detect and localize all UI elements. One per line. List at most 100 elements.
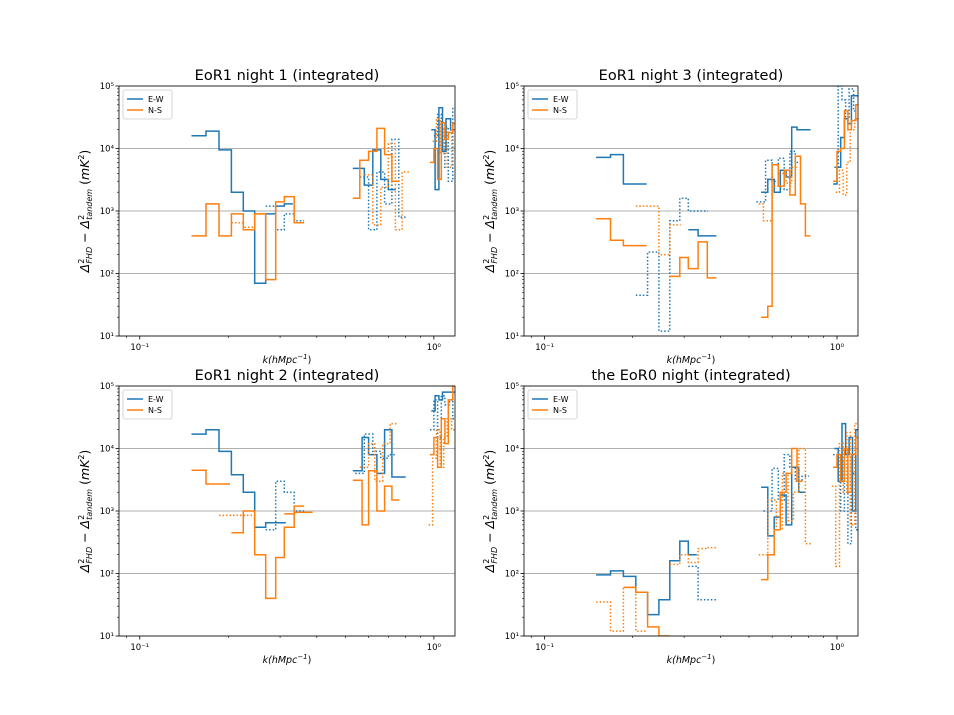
axes-frame	[523, 385, 859, 637]
series-ns-solid	[430, 121, 455, 181]
y-tick-label: 10⁵	[100, 382, 114, 392]
y-tick-label: 10⁵	[505, 382, 519, 392]
legend-label: N-S	[553, 406, 567, 415]
y-tick-label: 10⁴	[505, 145, 520, 155]
y-tick-label: 10¹	[505, 332, 519, 342]
y-tick-label: 10⁵	[505, 82, 519, 92]
x-tick-label: 10⁻¹	[535, 343, 554, 353]
series-ns-dotted	[364, 142, 409, 231]
series-ew-dotted	[834, 86, 858, 169]
legend-label: N-S	[148, 406, 162, 415]
legend-label: E-W	[148, 395, 164, 404]
series-ns-solid	[231, 505, 305, 600]
legend-box	[122, 389, 173, 420]
series-group	[191, 386, 455, 600]
legend-label: N-S	[148, 106, 162, 115]
series-ew-solid	[352, 428, 406, 478]
y-tick-label: 10²	[505, 270, 519, 280]
y-tick-label: 10⁵	[100, 82, 114, 92]
panel-title: EoR1 night 1 (integrated)	[195, 68, 380, 84]
axes-frame	[523, 85, 859, 337]
legend-label: E-W	[148, 95, 164, 104]
x-tick-label: 10⁰	[427, 643, 442, 653]
series-ew-solid	[191, 130, 293, 284]
series-ns-dotted	[432, 117, 455, 169]
x-tick-label: 10⁰	[427, 343, 442, 353]
y-tick-label: 10³	[100, 207, 114, 217]
x-axis-label: k(hMpc−1)	[263, 353, 312, 366]
legend: E-W N-S	[527, 389, 578, 420]
y-tick-label: 10¹	[100, 332, 114, 342]
panel-2: 10¹ 10² 10³ 10⁴ 10⁵ 10⁻¹ 10⁰ EoR1 night 3 (inte…	[482, 68, 859, 366]
y-tick-label: 10¹	[100, 632, 114, 642]
series-ew-dotted	[355, 433, 396, 475]
axes-frame	[118, 85, 456, 337]
series-ns-solid	[761, 447, 803, 581]
panel-title: the EoR0 night (integrated)	[591, 368, 790, 384]
y-tick-label: 10³	[100, 507, 114, 517]
series-ew-dotted	[430, 394, 455, 439]
series-ew-solid	[761, 466, 806, 537]
legend: E-W N-S	[122, 89, 173, 120]
series-ew-solid	[191, 428, 286, 528]
panel-title: EoR1 night 3 (integrated)	[599, 68, 784, 84]
y-axis-label: Δ2FHD − Δ2tandem (mK2)	[482, 150, 499, 274]
y-tick-label: 10²	[100, 570, 114, 580]
y-tick-label: 10⁴	[100, 445, 115, 455]
x-axis-label: k(hMpc−1)	[667, 353, 716, 366]
legend-label: N-S	[553, 106, 567, 115]
series-ns-solid	[596, 218, 647, 247]
x-tick-label: 10⁰	[830, 343, 845, 353]
y-tick-label: 10³	[505, 207, 519, 217]
series-ew-solid	[431, 391, 455, 412]
series-ew-solid	[596, 540, 697, 616]
series-ns-dotted	[758, 447, 813, 556]
legend-box	[527, 389, 578, 420]
series-ns-dotted	[831, 422, 858, 568]
series-ew-dotted	[359, 138, 406, 231]
series-ns-dotted	[758, 166, 798, 222]
legend-box	[122, 89, 173, 120]
y-tick-label: 10¹	[505, 632, 519, 642]
y-tick-label: 10²	[505, 570, 519, 580]
series-group	[596, 422, 858, 636]
series-ns-dotted	[669, 546, 717, 566]
series-ew-dotted	[688, 565, 717, 601]
legend: E-W N-S	[527, 89, 578, 120]
series-ew-dotted	[635, 197, 708, 332]
series-ew-dotted	[265, 205, 305, 231]
x-tick-label: 10⁻¹	[535, 643, 554, 653]
series-group	[596, 86, 858, 332]
series-ns-dotted	[596, 586, 647, 632]
x-axis-label: k(hMpc−1)	[667, 653, 716, 666]
series-ns-solid	[352, 127, 400, 199]
series-ns-solid	[284, 511, 313, 515]
panel-3: 10¹ 10² 10³ 10⁴ 10⁵ 10⁻¹ 10⁰ EoR1 night 2 (inte…	[77, 368, 456, 666]
legend-label: E-W	[553, 95, 569, 104]
series-ns-dotted	[835, 117, 858, 196]
series-ns-solid	[669, 241, 717, 279]
legend: E-W N-S	[122, 389, 173, 420]
series-ns-solid	[833, 104, 858, 182]
panel-1: 10¹ 10² 10³ 10⁴ 10⁵ 10⁻¹ 10⁰ EoR1 night 1 (inte…	[77, 68, 456, 366]
series-ew-dotted	[265, 480, 305, 531]
series-ns-solid	[191, 195, 305, 281]
series-ns-solid	[623, 586, 670, 636]
series-ew-solid	[431, 106, 455, 191]
series-ns-solid	[761, 155, 811, 318]
series-ew-solid	[596, 153, 647, 185]
y-axis-label: Δ2FHD − Δ2tandem (mK2)	[77, 150, 94, 274]
y-axis-label: Δ2FHD − Δ2tandem (mK2)	[77, 450, 94, 574]
series-ns-dotted	[231, 213, 266, 228]
series-group	[191, 106, 455, 284]
x-axis-label: k(hMpc−1)	[263, 653, 312, 666]
x-tick-label: 10⁰	[830, 643, 845, 653]
series-ns-solid	[352, 470, 400, 526]
series-ew-dotted	[756, 150, 801, 203]
y-tick-label: 10²	[100, 270, 114, 280]
x-tick-label: 10⁻¹	[130, 643, 149, 653]
series-ew-solid	[688, 229, 717, 237]
legend-label: E-W	[553, 395, 569, 404]
axes-frame	[118, 385, 456, 637]
